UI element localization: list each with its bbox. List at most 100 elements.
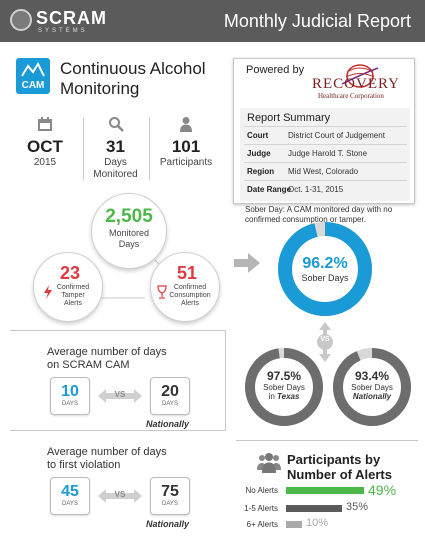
local-violation-unit: DAYS: [62, 501, 78, 507]
divider: [244, 180, 407, 181]
tamper-alerts-label2: Tamper: [61, 292, 85, 299]
national-sober-label2: Nationally: [352, 392, 392, 401]
bar-label: 6+ Alerts: [246, 520, 278, 529]
local-days-unit: DAYS: [62, 401, 78, 407]
monitored-days-value: 2,505: [105, 206, 153, 227]
national-sober-donut: [333, 348, 411, 426]
cam-mountain-icon: [21, 61, 45, 77]
arrow-right-icon: [234, 253, 260, 273]
avg-days-violation-title1: Average number of days: [47, 446, 167, 458]
tamper-alerts-label3: Alerts: [64, 300, 82, 307]
local-days-value: 10: [61, 383, 79, 400]
alerts-bar: [286, 521, 302, 528]
vs-double-arrow-icon: [98, 489, 142, 503]
panel-border-bottom: [10, 430, 226, 431]
national-sober-arc: [333, 348, 411, 426]
avg-days-cam-title1: Average number of days: [47, 346, 167, 358]
texas-label-em: Texas: [277, 392, 300, 401]
sober-days-label: Sober Days: [301, 273, 349, 283]
stat-participants-value: 101: [171, 137, 201, 156]
texas-sober-label2: in Texas: [242, 392, 326, 401]
vs-connector: [317, 322, 333, 362]
texas-label-prefix: in: [268, 392, 278, 401]
texas-sober-value: 97.5%: [266, 369, 302, 383]
consumption-alerts-value: 51: [176, 263, 198, 283]
sober-days-value: 96.2%: [302, 255, 348, 272]
sober-days-donut: [278, 222, 372, 316]
report-row-label: Judge: [247, 149, 271, 158]
report-row-value: Judge Harold T. Stone: [288, 149, 368, 158]
stat-days-label: Days Monitored: [93, 157, 138, 180]
wine-glass-icon: [157, 285, 167, 299]
texas-sober-center: 97.5% Sober Days in Texas: [242, 369, 326, 401]
tamper-alerts-value: 23: [59, 263, 81, 283]
texas-sober-arc: [245, 348, 323, 426]
lightning-icon: [44, 285, 52, 299]
bar-label: 1-5 Alerts: [244, 504, 278, 513]
divider: [244, 144, 407, 145]
alerts-title2: Number of Alerts: [287, 467, 392, 482]
group-icon: [257, 453, 281, 473]
alerts-title: Participants by Number of Alerts: [287, 452, 392, 482]
cam-badge: [16, 58, 50, 94]
consumption-alerts-label3: Alerts: [181, 300, 199, 307]
scram-logo-icon: [10, 9, 32, 31]
consumption-alerts-label1: Confirmed: [173, 284, 207, 291]
stat-participants-label: Participants: [159, 157, 213, 168]
local-violation-value: 45: [61, 483, 79, 500]
divider: [149, 118, 150, 180]
alerts-bar: [286, 505, 342, 512]
recovery-logo-icon: [341, 64, 379, 88]
vs-label: VS: [114, 490, 126, 499]
bar-label: No Alerts: [245, 486, 278, 495]
stat-month: OCT 2015: [14, 116, 76, 169]
national-violation-unit: DAYS: [162, 501, 178, 507]
avg-days-violation-title: Average number of days to first violatio…: [47, 446, 167, 472]
monitored-days-circle: 2,505 Monitored Days: [91, 193, 167, 269]
cam-title-line1: Continuous Alcohol: [60, 59, 206, 78]
texas-sober-label1: Sober Days: [263, 383, 305, 392]
national-days-calendar: 20 DAYS: [150, 377, 190, 415]
consumption-alerts-circle: 51 Confirmed Consumption Alerts: [150, 252, 220, 322]
consumption-alerts-label2: Consumption: [169, 292, 211, 299]
stat-days-value: 31: [106, 137, 125, 156]
avg-days-violation-title2: to first violation: [47, 459, 121, 471]
divider: [83, 118, 84, 180]
national-days-unit: DAYS: [162, 401, 178, 407]
stat-month-label: 2015: [33, 157, 57, 168]
national-violation-value: 75: [161, 483, 179, 500]
panel-border-top: [10, 330, 226, 331]
local-violation-calendar: 45 DAYS: [50, 477, 90, 515]
stat-month-value: OCT: [27, 137, 63, 156]
monitored-days-label2: Days: [118, 239, 140, 249]
report-row-value: District Court of Judgement: [288, 131, 385, 140]
divider: [244, 126, 407, 127]
local-days-calendar: 10 DAYS: [50, 377, 90, 415]
nationally-label: Nationally: [146, 419, 190, 429]
national-days-value: 20: [161, 383, 179, 400]
report-row-value: Mid West, Colorado: [288, 167, 359, 176]
national-sober-center: 93.4% Sober Days Nationally: [330, 369, 414, 401]
report-summary-panel: [240, 108, 410, 201]
page-title: Monthly Judicial Report: [223, 11, 411, 31]
sober-days-center: 96.2% Sober Days: [276, 255, 374, 283]
national-sober-label1: Sober Days: [351, 383, 393, 392]
report-row-label: Date Range: [247, 185, 292, 194]
cam-badge-label: CAM: [21, 80, 45, 91]
cam-title-line2: Monitoring: [60, 79, 140, 98]
divider: [236, 440, 418, 441]
tamper-alerts-label1: Confirmed: [56, 284, 90, 291]
sober-days-arc: [278, 222, 372, 316]
tamper-alerts-circle: 23 Confirmed Tamper Alerts: [33, 252, 103, 322]
cam-title: Continuous Alcohol Monitoring: [60, 59, 206, 99]
calendar-icon: [38, 117, 52, 131]
stat-days: 31 Days Monitored: [88, 116, 143, 181]
alerts-bar: [286, 487, 364, 494]
panel-border-right: [225, 330, 226, 430]
monitored-days-label1: Monitored: [108, 228, 150, 238]
header-bar: [0, 0, 425, 42]
powered-by-label: Powered by: [246, 64, 305, 76]
report-row-label: Region: [247, 167, 275, 176]
report-row-value: Oct. 1-31, 2015: [288, 185, 344, 194]
vs-label: VS: [114, 390, 126, 399]
